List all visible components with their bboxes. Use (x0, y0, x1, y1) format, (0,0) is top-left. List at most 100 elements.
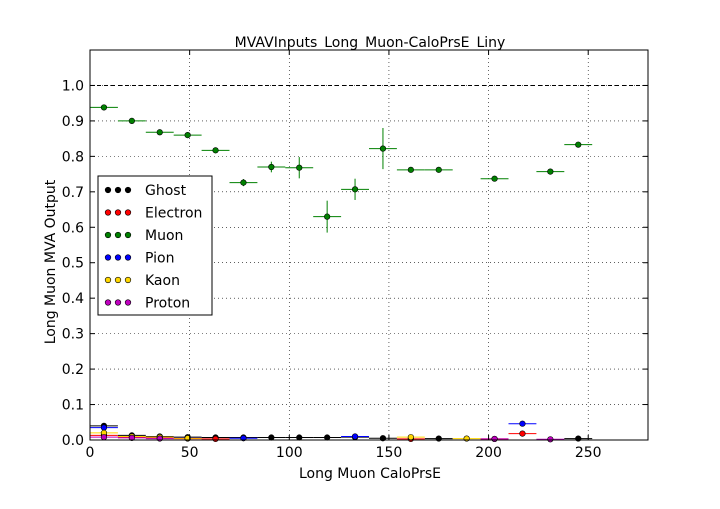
legend-entry-ghost: Ghost (104, 183, 187, 199)
marker (351, 186, 359, 193)
marker (100, 104, 108, 111)
y-tick-label-2: 0.2 (62, 362, 84, 378)
legend-entry-kaon: Kaon (104, 273, 180, 289)
data-point-pion-6 (508, 420, 537, 427)
legend-marker (104, 299, 112, 306)
marker (324, 434, 331, 441)
data-point-ghost-8 (313, 434, 342, 441)
data-point-muon-3 (173, 131, 202, 139)
legend-marker (104, 254, 112, 261)
y-tick-label-6: 0.6 (62, 220, 84, 236)
y-tick-label-10: 1.0 (62, 78, 84, 94)
x-axis-label: Long Muon CaloPrsE (299, 466, 441, 482)
marker (240, 179, 247, 186)
legend-marker (124, 209, 132, 216)
legend: Ghost Electron Muon Pion Kaon Proton (97, 175, 213, 316)
legend-marker (124, 299, 132, 306)
legend-marker (114, 299, 122, 306)
legend-marker (124, 254, 132, 261)
grid-lines (90, 50, 648, 440)
marker (491, 175, 498, 182)
x-tick-label-2: 100 (276, 445, 303, 461)
x-tick-label-5: 250 (575, 445, 602, 461)
legend-entry-pion: Pion (104, 251, 174, 267)
chart-title: MVAVInputs_Long_Muon-CaloPrsE_Liny (235, 35, 506, 51)
marker (184, 131, 191, 139)
y-tick-label-3: 0.3 (62, 327, 84, 343)
marker (100, 424, 108, 431)
legend-label: Proton (145, 296, 190, 312)
legend-marker (114, 276, 122, 284)
y-tick-label-0: 0.0 (62, 433, 84, 449)
data-point-muon-6 (257, 161, 286, 173)
legend-marker (104, 209, 112, 216)
legend-label: Kaon (145, 273, 180, 289)
marker (407, 166, 414, 173)
data-point-muon-7 (285, 157, 314, 179)
marker (379, 145, 387, 152)
plot-frame (89, 49, 649, 441)
legend-marker (104, 276, 112, 284)
marker (296, 434, 303, 441)
data-point-muon-5 (229, 179, 258, 187)
legend-box (97, 175, 213, 316)
legend-marker (124, 186, 132, 194)
legend-entry-proton: Proton (104, 296, 190, 312)
data-point-muon-11 (396, 166, 425, 173)
data-point-muon-15 (564, 141, 593, 148)
x-tick-label-4: 200 (475, 445, 502, 461)
legend-marker (104, 231, 112, 239)
axis-ticks: 0 50 100 150 200 250 0.0 0.1 0.2 0.3 0.4 0.5 0.6 0.7 0… (62, 50, 648, 461)
data-point-proton-4 (536, 436, 565, 443)
legend-label: Pion (145, 251, 174, 267)
marker (351, 433, 359, 440)
data-point-muon-9 (341, 178, 369, 200)
marker (435, 166, 442, 173)
marker (491, 435, 498, 443)
x-tick-label-3: 150 (376, 445, 403, 461)
data-point-muon-2 (145, 129, 174, 136)
marker (575, 141, 582, 148)
legend-marker (124, 231, 132, 239)
marker (268, 434, 275, 441)
legend-entry-electron: Electron (104, 206, 202, 222)
marker (575, 435, 582, 442)
legend-marker (104, 186, 112, 194)
data-point-muon-14 (536, 168, 565, 175)
marker (519, 430, 526, 437)
legend-marker (114, 209, 122, 216)
legend-marker (114, 186, 122, 194)
legend-entry-muon: Muon (104, 228, 183, 244)
legend-marker (114, 231, 122, 239)
data-point-kaon-4 (396, 434, 425, 441)
marker (156, 129, 163, 136)
marker (324, 213, 331, 220)
series-muon (90, 104, 593, 233)
marker (100, 434, 108, 441)
data-point-electron-7 (508, 430, 537, 437)
x-tick-label-0: 0 (86, 445, 95, 461)
legend-label: Muon (145, 228, 183, 244)
y-tick-label-9: 0.9 (62, 114, 84, 130)
data-point-muon-13 (480, 175, 509, 182)
data-point-ghost-6 (257, 434, 286, 441)
marker (547, 436, 554, 443)
x-tick-label-1: 50 (181, 445, 199, 461)
data-point-muon-8 (313, 200, 342, 233)
data-point-proton-1 (117, 434, 146, 441)
y-tick-label-5: 0.5 (62, 256, 84, 272)
marker (296, 164, 303, 171)
marker (519, 420, 526, 427)
legend-marker (124, 276, 132, 284)
y-axis-label: Long Muon MVA Output (43, 179, 59, 344)
data-point-pion-5 (341, 433, 369, 440)
data-point-muon-1 (117, 117, 146, 125)
y-tick-label-7: 0.7 (62, 185, 84, 201)
marker (407, 434, 414, 441)
legend-label: Ghost (145, 183, 187, 199)
data-point-muon-10 (369, 128, 397, 170)
marker (547, 168, 554, 175)
marker (435, 435, 442, 442)
